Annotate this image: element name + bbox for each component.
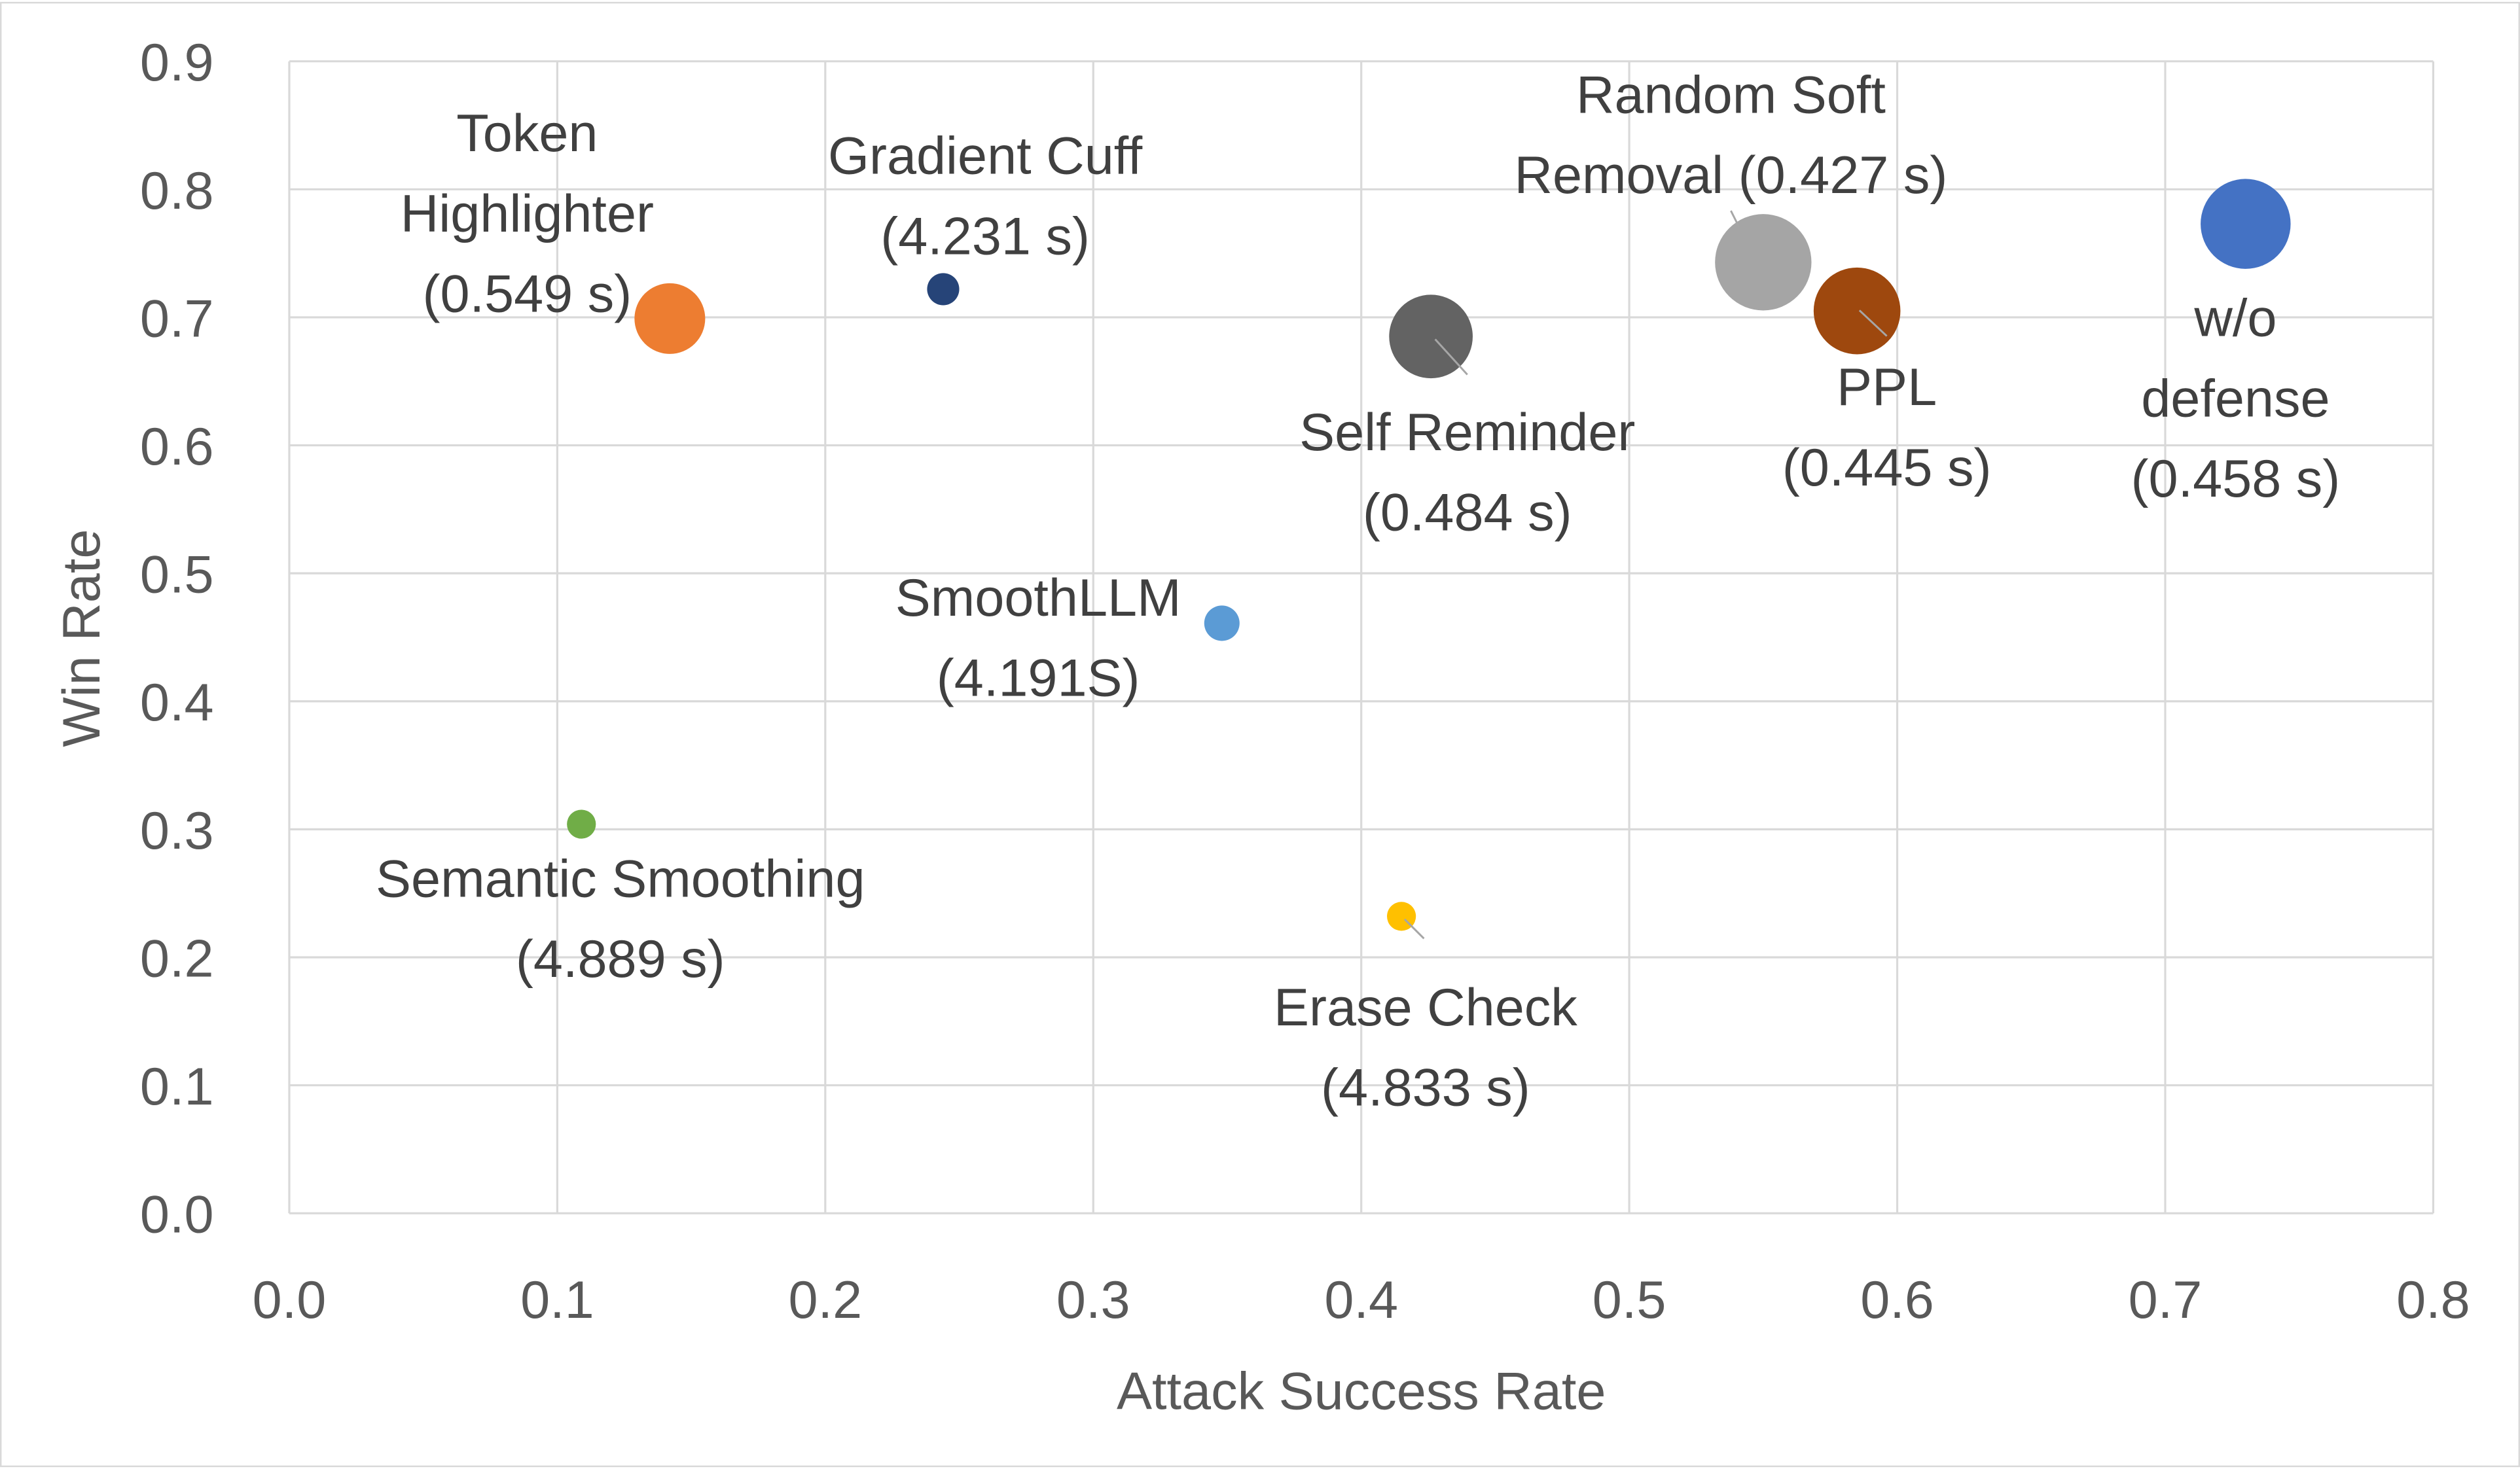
data-labels: Token Highlighter (0.549 s) Gradient Cuff (4… xyxy=(376,65,2340,1117)
data-label: (0.445 s) xyxy=(1782,438,1992,497)
y-axis-title: Win Rate xyxy=(52,529,111,747)
x-tick-label: 0.4 xyxy=(1324,1271,1398,1330)
leader-line xyxy=(1858,310,1888,337)
data-label: Highlighter xyxy=(401,185,654,243)
bubble-point[interactable] xyxy=(1204,605,1240,641)
data-points xyxy=(567,179,2291,940)
bubble-point[interactable] xyxy=(567,809,596,839)
y-tick-label: 0.6 xyxy=(140,417,214,476)
data-label: (0.484 s) xyxy=(1363,484,1572,542)
data-label: w/o xyxy=(2193,289,2277,348)
bubble-point[interactable] xyxy=(2201,179,2291,269)
data-label: (0.458 s) xyxy=(2131,450,2341,508)
x-tick-label: 0.5 xyxy=(1593,1271,1666,1330)
data-label: SmoothLLM xyxy=(895,569,1181,628)
y-tick-label: 0.9 xyxy=(140,33,214,92)
data-label: Gradient Cuff xyxy=(828,127,1143,186)
bubble-point[interactable] xyxy=(1813,267,1901,355)
leader-line xyxy=(1730,210,1740,228)
bubble-point[interactable] xyxy=(927,273,960,306)
x-tick-label: 0.3 xyxy=(1056,1271,1130,1330)
gridlines xyxy=(288,60,2435,1214)
y-tick-label: 0.1 xyxy=(140,1057,214,1116)
data-label: Token xyxy=(456,104,598,163)
tick-labels: 0.0 0.1 0.2 0.3 0.4 0.5 0.6 0.7 0.8 0.0 0.1 0.2 0.3 0… xyxy=(140,33,2470,1330)
data-label: (4.889 s) xyxy=(516,930,725,989)
data-label: (4.191S) xyxy=(937,649,1140,708)
data-label: Semantic Smoothing xyxy=(376,849,865,908)
x-tick-label: 0.6 xyxy=(1860,1271,1934,1330)
y-tick-label: 0.2 xyxy=(140,929,214,988)
y-tick-label: 0.5 xyxy=(140,546,214,605)
x-tick-label: 0.0 xyxy=(253,1271,327,1330)
data-label: (0.549 s) xyxy=(422,265,632,324)
bubble-point[interactable] xyxy=(634,283,706,354)
data-label: Random Soft xyxy=(1576,65,1886,124)
leader-line xyxy=(1403,918,1425,940)
leader-line xyxy=(1434,338,1468,376)
data-label: Erase Check xyxy=(1274,978,1577,1037)
data-label: (4.833 s) xyxy=(1321,1059,1530,1118)
x-tick-label: 0.2 xyxy=(789,1271,863,1330)
data-label: Removal (0.427 s) xyxy=(1514,146,1947,205)
data-label: PPL xyxy=(1837,358,1937,417)
x-tick-label: 0.1 xyxy=(520,1271,594,1330)
y-tick-label: 0.8 xyxy=(140,162,214,221)
x-axis-title: Attack Success Rate xyxy=(1117,1362,1606,1421)
data-label: defense xyxy=(2141,369,2330,428)
x-tick-label: 0.7 xyxy=(2129,1271,2203,1330)
y-tick-label: 0.3 xyxy=(140,802,214,860)
data-label: (4.231 s) xyxy=(880,207,1090,266)
bubble-point[interactable] xyxy=(1715,214,1812,311)
data-label: Self Reminder xyxy=(1299,403,1635,462)
y-tick-label: 0.0 xyxy=(140,1186,214,1245)
y-tick-label: 0.7 xyxy=(140,289,214,348)
x-tick-label: 0.8 xyxy=(2396,1271,2470,1330)
y-tick-label: 0.4 xyxy=(140,673,214,732)
